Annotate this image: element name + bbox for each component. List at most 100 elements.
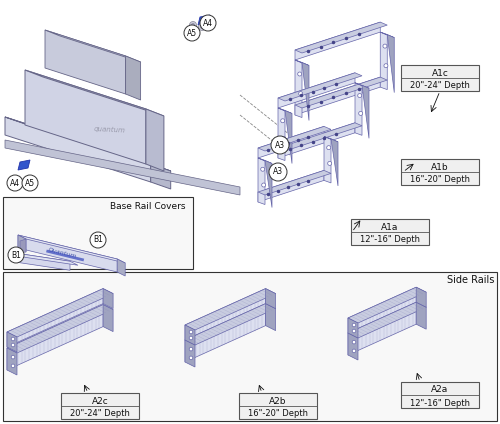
Circle shape (90, 232, 106, 248)
Polygon shape (295, 77, 387, 108)
Polygon shape (416, 287, 426, 307)
Circle shape (271, 136, 289, 154)
FancyBboxPatch shape (401, 382, 479, 408)
Circle shape (184, 25, 200, 41)
Polygon shape (126, 56, 140, 100)
Polygon shape (258, 126, 331, 151)
Text: A4: A4 (10, 179, 20, 187)
Polygon shape (278, 123, 355, 158)
Polygon shape (348, 302, 426, 338)
Polygon shape (348, 287, 426, 323)
Polygon shape (355, 83, 362, 135)
Polygon shape (348, 333, 358, 360)
Text: A2b: A2b (269, 396, 287, 405)
Polygon shape (348, 287, 416, 333)
Polygon shape (387, 35, 394, 92)
Polygon shape (5, 117, 150, 182)
Text: B1: B1 (93, 235, 103, 245)
Polygon shape (258, 170, 331, 195)
FancyBboxPatch shape (3, 197, 193, 269)
Polygon shape (355, 83, 369, 88)
Polygon shape (15, 253, 78, 265)
Polygon shape (7, 348, 17, 375)
Circle shape (7, 175, 23, 191)
FancyBboxPatch shape (351, 219, 429, 245)
Polygon shape (278, 108, 285, 161)
Polygon shape (45, 30, 126, 94)
Polygon shape (278, 73, 362, 101)
Circle shape (280, 119, 284, 123)
Polygon shape (258, 158, 265, 204)
Circle shape (358, 112, 362, 115)
FancyBboxPatch shape (401, 159, 479, 185)
Circle shape (11, 364, 15, 368)
Polygon shape (258, 158, 272, 164)
Circle shape (262, 183, 266, 187)
FancyBboxPatch shape (3, 272, 497, 421)
Circle shape (189, 356, 193, 360)
Text: A4: A4 (203, 19, 213, 28)
Circle shape (200, 25, 203, 28)
Polygon shape (331, 139, 338, 186)
Circle shape (352, 349, 356, 353)
Polygon shape (146, 109, 164, 171)
Circle shape (384, 64, 388, 68)
Polygon shape (416, 302, 426, 329)
Polygon shape (295, 60, 302, 117)
Text: Quantum: Quantum (48, 246, 78, 258)
Circle shape (260, 167, 264, 171)
Polygon shape (266, 304, 276, 331)
Polygon shape (348, 318, 358, 338)
Text: A1a: A1a (382, 223, 398, 232)
Text: A2c: A2c (92, 396, 108, 405)
Polygon shape (258, 170, 324, 202)
Text: 12"-16" Depth: 12"-16" Depth (410, 399, 470, 407)
Polygon shape (25, 70, 146, 164)
Circle shape (269, 163, 287, 181)
Text: A5: A5 (187, 28, 197, 37)
Polygon shape (295, 22, 387, 53)
Polygon shape (150, 164, 171, 189)
Circle shape (328, 162, 332, 165)
Text: 20"-24" Depth: 20"-24" Depth (410, 81, 470, 90)
Circle shape (298, 92, 302, 95)
Polygon shape (266, 289, 276, 309)
Circle shape (352, 340, 356, 344)
Text: 16"-20" Depth: 16"-20" Depth (410, 176, 470, 184)
Text: Base Rail Covers: Base Rail Covers (110, 202, 186, 211)
Text: A3: A3 (275, 140, 285, 150)
Circle shape (282, 137, 286, 141)
Polygon shape (25, 70, 164, 116)
Circle shape (198, 23, 205, 31)
Polygon shape (265, 161, 272, 207)
Polygon shape (185, 304, 266, 362)
Polygon shape (348, 302, 416, 355)
Circle shape (11, 337, 15, 341)
Text: 20"-24" Depth: 20"-24" Depth (70, 410, 130, 418)
Text: quantum: quantum (94, 126, 126, 134)
Text: 16"-20" Depth: 16"-20" Depth (248, 410, 308, 418)
Polygon shape (18, 235, 26, 252)
Polygon shape (7, 289, 113, 337)
Polygon shape (380, 32, 387, 89)
Polygon shape (185, 289, 266, 340)
Polygon shape (7, 332, 17, 352)
Polygon shape (18, 235, 117, 272)
Polygon shape (15, 253, 70, 270)
FancyBboxPatch shape (61, 393, 139, 419)
Polygon shape (185, 289, 276, 330)
Polygon shape (380, 32, 394, 38)
Polygon shape (185, 304, 276, 345)
Circle shape (11, 355, 15, 359)
Polygon shape (203, 20, 215, 29)
FancyBboxPatch shape (401, 65, 479, 91)
Polygon shape (324, 137, 331, 183)
Polygon shape (185, 340, 195, 367)
Text: A5: A5 (25, 179, 35, 187)
Polygon shape (258, 126, 324, 158)
Polygon shape (285, 111, 292, 164)
Polygon shape (278, 123, 362, 151)
Circle shape (326, 146, 330, 150)
Polygon shape (18, 235, 125, 263)
Circle shape (189, 347, 193, 351)
